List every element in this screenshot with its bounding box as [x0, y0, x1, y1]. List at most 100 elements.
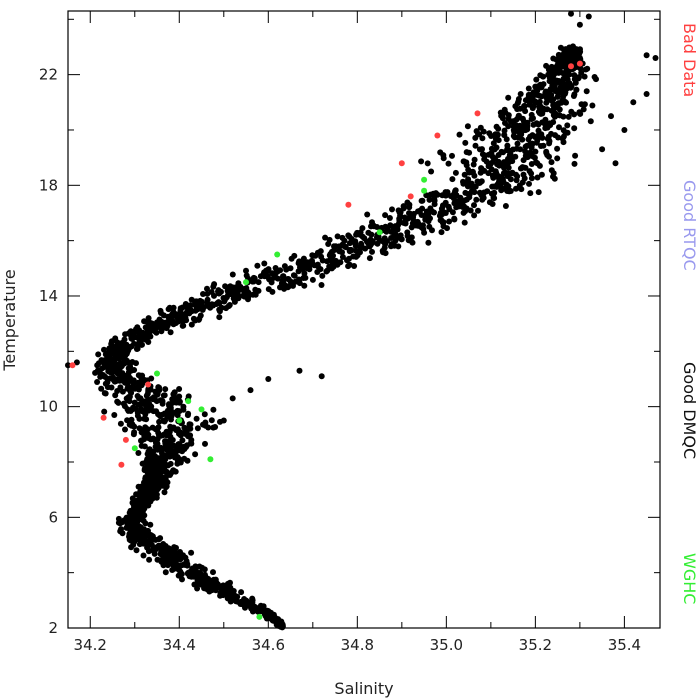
data-point-good-dmqc	[148, 536, 155, 543]
data-point-good-dmqc	[156, 432, 162, 439]
data-point-good-dmqc	[494, 174, 501, 181]
data-point-bad-data	[145, 381, 152, 388]
data-point-good-dmqc	[463, 196, 470, 203]
data-point-good-dmqc	[193, 305, 200, 311]
data-point-good-dmqc	[146, 556, 153, 563]
data-point-good-dmqc	[562, 46, 569, 53]
data-point-good-dmqc	[585, 13, 592, 20]
data-point-good-dmqc	[136, 425, 143, 432]
data-point-bad-data	[474, 110, 481, 117]
data-point-good-dmqc	[366, 243, 373, 250]
data-point-good-dmqc	[178, 443, 185, 450]
data-point-good-dmqc	[133, 491, 140, 498]
y-tick-label: 22	[39, 66, 58, 84]
data-point-good-dmqc	[461, 171, 468, 178]
data-point-good-dmqc	[117, 360, 124, 367]
data-point-good-dmqc	[287, 265, 294, 272]
data-point-good-dmqc	[480, 194, 487, 201]
data-point-good-dmqc	[346, 261, 353, 268]
data-point-good-dmqc	[127, 507, 134, 514]
data-point-good-dmqc	[546, 140, 553, 147]
data-point-good-dmqc	[407, 210, 414, 217]
data-point-good-dmqc	[463, 159, 470, 166]
data-point-good-dmqc	[139, 397, 145, 404]
data-point-good-dmqc	[471, 212, 478, 219]
data-point-good-dmqc	[241, 596, 248, 602]
data-point-good-dmqc	[460, 178, 466, 185]
data-point-good-dmqc	[114, 388, 121, 394]
data-point-good-dmqc	[463, 205, 470, 212]
data-point-good-dmqc	[514, 140, 521, 147]
data-point-good-dmqc	[106, 353, 113, 360]
data-point-good-dmqc	[374, 240, 381, 247]
data-point-good-dmqc	[144, 544, 151, 551]
data-point-wghc	[376, 229, 383, 236]
data-point-good-dmqc	[204, 300, 211, 307]
data-point-good-dmqc	[483, 158, 490, 165]
data-point-good-dmqc	[599, 146, 606, 153]
data-point-good-dmqc	[505, 164, 512, 171]
data-point-bad-data	[118, 461, 125, 468]
data-point-good-dmqc	[194, 425, 201, 432]
data-point-good-dmqc	[224, 288, 231, 294]
data-point-good-dmqc	[304, 259, 311, 266]
data-point-good-dmqc	[180, 403, 187, 410]
data-point-good-dmqc	[580, 106, 587, 113]
data-point-good-dmqc	[184, 442, 191, 449]
data-point-good-dmqc	[612, 160, 619, 167]
data-point-good-dmqc	[257, 605, 264, 612]
data-point-good-dmqc	[538, 93, 545, 100]
data-point-good-dmqc	[104, 384, 111, 391]
data-point-good-dmqc	[464, 123, 471, 130]
data-point-good-dmqc	[531, 98, 538, 105]
data-point-good-dmqc	[554, 155, 561, 162]
data-point-good-dmqc	[535, 127, 542, 134]
data-point-good-dmqc	[143, 537, 150, 544]
data-point-good-dmqc	[542, 116, 549, 123]
data-point-good-dmqc	[567, 81, 574, 88]
data-point-good-dmqc	[169, 554, 176, 561]
data-point-good-dmqc	[216, 314, 223, 321]
data-point-good-dmqc	[358, 240, 365, 247]
data-point-good-dmqc	[366, 255, 373, 262]
data-point-good-dmqc	[127, 375, 134, 382]
data-point-good-dmqc	[208, 417, 215, 424]
data-point-good-dmqc	[488, 190, 495, 197]
data-point-good-dmqc	[530, 115, 536, 122]
data-point-good-dmqc	[141, 487, 148, 494]
data-point-good-dmqc	[152, 453, 158, 460]
data-point-good-dmqc	[144, 318, 150, 325]
data-point-good-dmqc	[488, 145, 495, 152]
data-point-good-dmqc	[503, 181, 510, 188]
data-point-good-dmqc	[183, 317, 190, 324]
data-point-wghc	[207, 456, 214, 463]
data-point-good-dmqc	[498, 187, 505, 194]
data-point-good-dmqc	[274, 275, 281, 282]
data-point-good-dmqc	[161, 466, 168, 473]
data-point-good-dmqc	[515, 96, 522, 102]
data-point-good-dmqc	[122, 426, 128, 433]
data-point-good-dmqc	[302, 274, 309, 281]
data-point-good-dmqc	[534, 137, 541, 144]
data-point-good-dmqc	[388, 243, 394, 250]
data-point-good-dmqc	[223, 305, 229, 312]
data-point-good-dmqc	[519, 179, 526, 186]
data-point-wghc	[274, 251, 281, 258]
data-point-good-dmqc	[94, 379, 101, 385]
data-point-good-dmqc	[319, 272, 326, 279]
data-point-good-dmqc	[564, 58, 571, 65]
data-point-good-dmqc	[269, 270, 275, 277]
data-point-good-dmqc	[254, 262, 261, 269]
data-point-good-dmqc	[162, 444, 168, 451]
data-points	[65, 10, 659, 631]
data-point-good-dmqc	[382, 241, 389, 248]
data-point-good-dmqc	[167, 329, 174, 336]
data-point-good-dmqc	[570, 93, 577, 99]
data-point-wghc	[198, 406, 205, 413]
data-point-good-dmqc	[568, 108, 575, 115]
data-point-good-dmqc	[551, 105, 557, 112]
data-point-good-dmqc	[130, 431, 137, 438]
data-point-good-dmqc	[522, 108, 529, 115]
data-point-good-dmqc	[301, 282, 308, 289]
data-point-good-dmqc	[426, 196, 433, 203]
